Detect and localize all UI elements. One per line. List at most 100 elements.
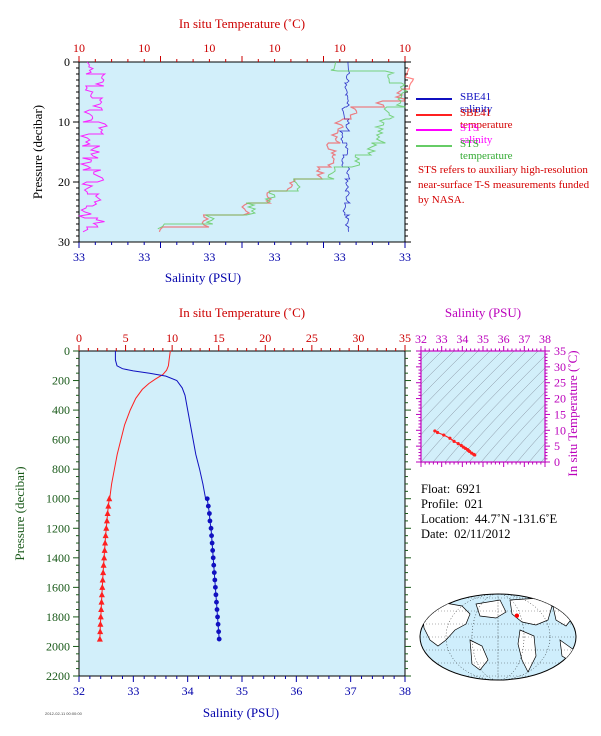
top-tick-label: 10 <box>269 41 281 55</box>
top-tick-label: 35 <box>477 332 489 346</box>
top-tick-label: 10 <box>399 41 411 55</box>
top-tick-label: 15 <box>213 331 225 345</box>
meridian <box>445 594 551 680</box>
top-tick-label: 10 <box>166 331 178 345</box>
date-row: Date: 02/11/2012 <box>421 527 511 541</box>
right-tick-label: 15 <box>554 407 566 421</box>
temperature-marker <box>100 561 107 568</box>
legend-swatch <box>416 113 452 116</box>
map-land <box>420 594 576 680</box>
density-contour <box>432 351 539 462</box>
legend-label: STS salinity <box>460 122 493 146</box>
legend-swatch <box>416 144 452 147</box>
salinity-marker <box>216 636 222 642</box>
temperature-marker <box>98 598 105 605</box>
density-contour <box>516 429 545 462</box>
temperature-marker <box>103 524 110 531</box>
temperature-marker <box>100 569 107 576</box>
bottom-tick-label: 35 <box>236 684 248 698</box>
bottom-tick-label: 38 <box>399 684 411 698</box>
bottom-axis-label: Salinity (PSU) <box>203 705 279 720</box>
density-contour <box>456 367 545 462</box>
top-tick-label: 38 <box>539 332 551 346</box>
temperature-marker <box>99 576 106 583</box>
bottom-tick-label: 33 <box>399 250 411 264</box>
density-contour <box>468 379 545 462</box>
right-tick-label: 10 <box>554 423 566 437</box>
y-tick-label: 2000 <box>46 639 70 653</box>
y-axis-label: Pressure (decibar) <box>12 466 27 560</box>
sts-note: STS refers to auxiliary high-resolution … <box>418 164 590 206</box>
right-tick-label: 0 <box>554 455 560 469</box>
footer-stamp: 2012-02-11 00:00:00 <box>45 711 82 716</box>
ts-point <box>433 429 437 433</box>
salinity-marker <box>207 511 212 516</box>
top-tick-label: 32 <box>415 332 427 346</box>
top-tick-label: 25 <box>306 331 318 345</box>
bottom-tick-label: 33 <box>127 684 139 698</box>
landmass <box>469 639 489 671</box>
y-tick-label: 600 <box>52 433 70 447</box>
full-profile-panel: 0 5 10 15 20 25 30 35 32 33 34 35 36 37 38 0 200 400 600 80… <box>12 305 411 720</box>
salinity-marker <box>210 555 216 561</box>
temperature-marker <box>98 591 105 598</box>
temperature-marker <box>97 620 104 627</box>
bottom-tick-label: 33 <box>73 250 85 264</box>
bottom-tick-label: 33 <box>138 250 150 264</box>
density-contour <box>421 351 503 435</box>
y-tick-label: 20 <box>58 175 70 189</box>
bottom-tick-label: 36 <box>290 684 302 698</box>
temperature-marker <box>96 635 103 642</box>
bottom-tick-label: 32 <box>73 684 85 698</box>
bottom-tick-label: 33 <box>269 250 281 264</box>
temperature-marker <box>102 539 109 546</box>
top-tick-label: 34 <box>456 332 468 346</box>
y-tick-label: 1400 <box>46 551 70 565</box>
ts-point <box>442 433 446 437</box>
y-tick-label: 1600 <box>46 580 70 594</box>
float-info: Float: 6921 Profile: 021 Location: 44.7˚N -… <box>421 482 557 542</box>
landmass <box>517 629 537 673</box>
legend-label: SBE41 temperature <box>460 106 513 131</box>
ts-point <box>473 453 477 457</box>
salinity-marker <box>215 621 221 627</box>
salinity-marker <box>210 548 216 553</box>
legend-label: STS temperature <box>460 137 513 162</box>
series-line <box>338 61 351 232</box>
legend-swatch <box>416 129 452 131</box>
legend-swatch <box>416 98 452 100</box>
salinity-line <box>114 351 207 499</box>
right-tick-label: 20 <box>554 392 566 406</box>
top-tick-label: 5 <box>123 331 129 345</box>
y-tick-label: 800 <box>52 462 70 476</box>
bottom-axis-label: Salinity (PSU) <box>165 270 241 285</box>
top-axis-label: In situ Temperature (˚C) <box>179 16 305 31</box>
y-tick-label: 30 <box>58 235 70 249</box>
salinity-marker <box>213 592 219 598</box>
density-contours <box>421 351 545 462</box>
series-line <box>158 67 415 233</box>
series-line <box>77 61 109 233</box>
density-contour <box>504 416 545 462</box>
landmass <box>421 602 471 647</box>
top-tick-label: 37 <box>518 332 530 346</box>
density-contour <box>528 443 545 462</box>
temperature-marker <box>97 613 104 620</box>
top-tick-label: 36 <box>498 332 510 346</box>
top-tick-label: 10 <box>138 41 150 55</box>
series-line <box>157 61 409 230</box>
bottom-tick-label: 34 <box>182 684 194 698</box>
top-tick-label: 0 <box>76 331 82 345</box>
top-tick-label: 10 <box>73 41 85 55</box>
salinity-marker <box>214 599 219 605</box>
temperature-marker <box>103 517 110 524</box>
legend-label: SBE41 salinity <box>460 91 493 115</box>
temperature-line <box>109 350 171 499</box>
top-tick-label: 33 <box>436 332 448 346</box>
bottom-tick-label: 37 <box>345 684 357 698</box>
right-tick-label: 5 <box>554 439 560 453</box>
salinity-marker <box>214 607 220 612</box>
temperature-marker <box>105 502 112 509</box>
temperature-marker <box>106 495 113 502</box>
